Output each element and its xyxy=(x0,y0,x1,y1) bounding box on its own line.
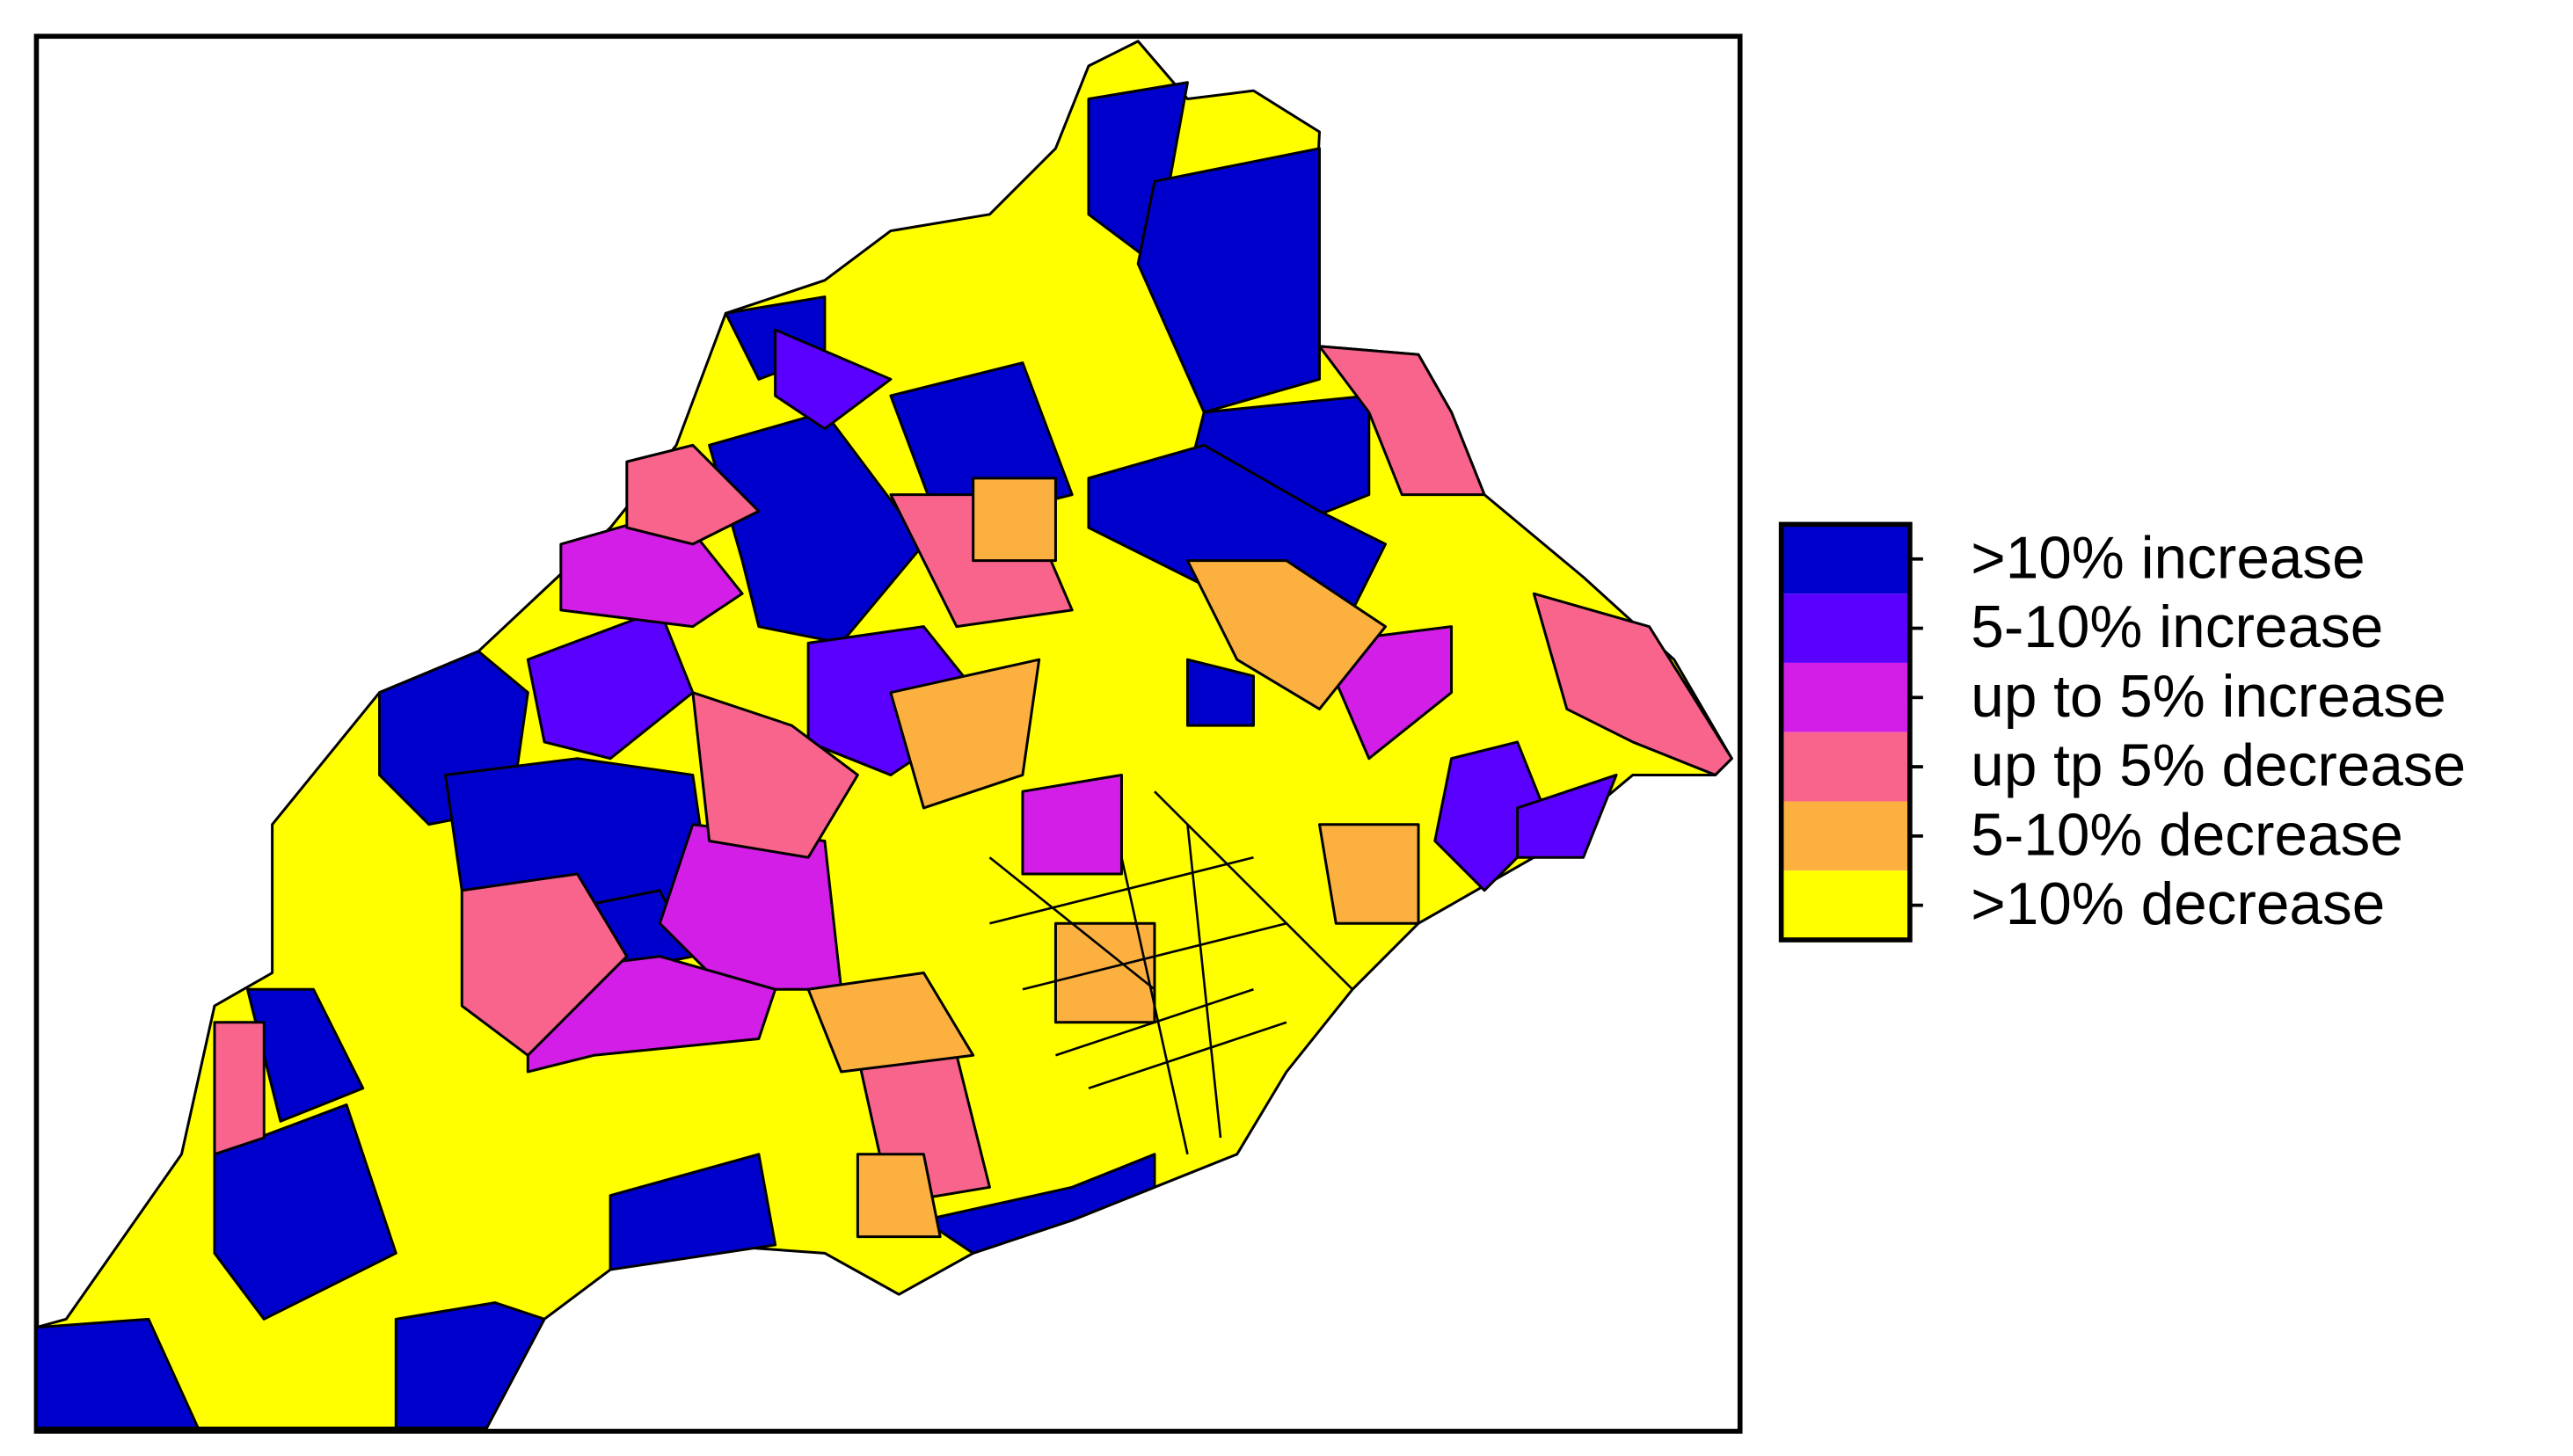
tract-lines xyxy=(988,790,1353,1155)
region xyxy=(774,328,893,431)
region xyxy=(1532,592,1733,776)
region xyxy=(213,1103,397,1321)
region xyxy=(1021,773,1123,876)
legend-label: >10% increase xyxy=(1971,525,2365,591)
region xyxy=(1185,559,1388,710)
region xyxy=(691,691,859,859)
region xyxy=(1516,773,1618,859)
region xyxy=(856,1153,942,1239)
legend-swatch xyxy=(1781,870,1910,940)
region xyxy=(1318,345,1486,497)
region xyxy=(213,1021,266,1156)
region xyxy=(394,1301,546,1430)
legend-frame xyxy=(1778,521,1913,943)
tract-boundaries xyxy=(988,790,1353,1155)
legend-swatch xyxy=(1781,524,1910,594)
legend-swatch xyxy=(1781,732,1910,802)
region xyxy=(34,1317,200,1430)
region xyxy=(1185,658,1255,727)
legend-label: 5-10% decrease xyxy=(1971,802,2403,868)
region xyxy=(245,987,365,1123)
legend-label: 5-10% increase xyxy=(1971,594,2383,660)
legend-swatch xyxy=(1781,593,1910,663)
legend-swatch xyxy=(1781,801,1910,871)
region xyxy=(889,658,1041,810)
region xyxy=(1136,147,1322,414)
legend-label: >10% decrease xyxy=(1971,871,2385,937)
region xyxy=(609,1153,777,1271)
legend-label: up tp 5% decrease xyxy=(1971,733,2466,799)
region xyxy=(922,1153,1156,1255)
legend-label: up to 5% increase xyxy=(1971,664,2445,730)
region xyxy=(460,872,629,1057)
region xyxy=(806,972,975,1074)
region xyxy=(972,477,1057,563)
legend-swatch xyxy=(1781,662,1910,732)
region xyxy=(625,443,761,546)
region xyxy=(1318,823,1420,925)
regions xyxy=(34,40,1733,1430)
